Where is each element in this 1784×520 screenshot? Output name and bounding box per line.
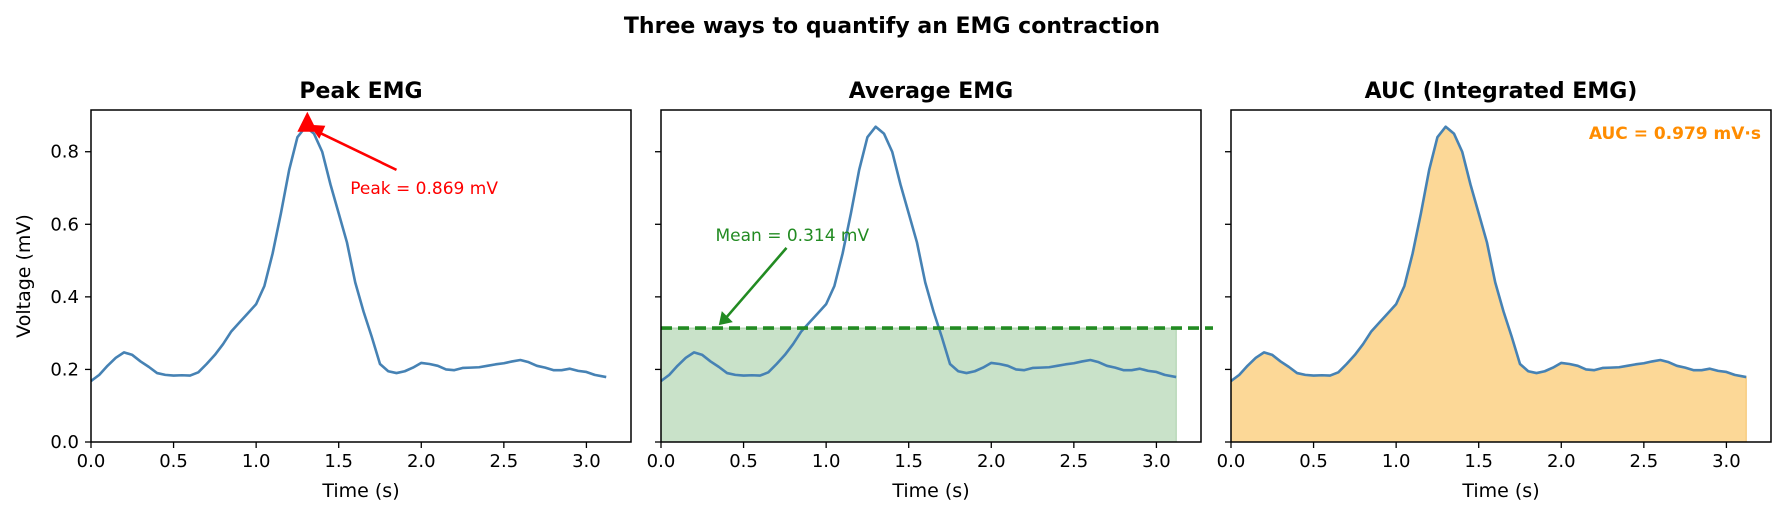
y-axis-label: Voltage (mV)	[13, 214, 35, 338]
panel-title: Average EMG	[849, 79, 1014, 104]
mean-arrow-line	[724, 247, 788, 319]
panel-1: Peak EMG Peak = 0.869 mV 0.0 0.5 1.0 1.5 2.0 2.…	[13, 79, 632, 502]
x-tick-label: 1.0	[1382, 451, 1411, 472]
panel-3: AUC (Integrated EMG) AUC = 0.979 mV·s 0.0 0…	[1217, 79, 1772, 502]
axes-frame	[90, 109, 632, 443]
x-tick-label: 1.5	[1464, 451, 1493, 472]
figure-suptitle: Three ways to quantify an EMG contractio…	[624, 14, 1160, 39]
x-tick-label: 2.5	[1630, 451, 1659, 472]
x-tick-label: 2.0	[407, 451, 436, 472]
x-tick-label: 2.0	[977, 451, 1006, 472]
panel-title: AUC (Integrated EMG)	[1365, 79, 1638, 104]
axes-frame	[660, 109, 1202, 443]
x-tick-label: 0.5	[159, 451, 188, 472]
x-tick-label: 3.0	[572, 451, 601, 472]
x-tick-label: 1.5	[894, 451, 923, 472]
mean-arrowhead	[718, 311, 733, 326]
x-tick-label: 0.0	[647, 451, 676, 472]
x-axis-label: Time (s)	[1461, 480, 1539, 502]
x-tick-label: 3.0	[1142, 451, 1171, 472]
panel-title: Peak EMG	[299, 79, 422, 104]
emg-signal-line	[90, 125, 607, 383]
x-tick-label: 0.5	[729, 451, 758, 472]
x-tick-label: 2.0	[1547, 451, 1576, 472]
mean-annotation: Mean = 0.314 mV	[715, 226, 869, 246]
y-tick-label: 0.4	[50, 287, 79, 308]
mean-area	[660, 327, 1177, 443]
panel-2: Average EMG Mean = 0.314 mV 0.0 0.5 1.0 1.5 2.…	[647, 79, 1213, 502]
x-axis-label: Time (s)	[321, 480, 399, 502]
x-tick-label: 2.5	[1060, 451, 1089, 472]
y-tick-label: 0.8	[50, 142, 79, 163]
peak-arrow-line	[314, 129, 398, 172]
x-tick-label: 0.0	[1217, 451, 1246, 472]
x-tick-label: 0.5	[1299, 451, 1328, 472]
axes-frame	[1230, 109, 1772, 443]
x-tick-label: 1.5	[324, 451, 353, 472]
peak-marker	[297, 111, 318, 132]
auc-annotation: AUC = 0.979 mV·s	[1589, 124, 1761, 144]
x-tick-label: 2.5	[490, 451, 519, 472]
auc-area	[1230, 125, 1747, 443]
y-tick-label: 0.0	[50, 432, 79, 453]
emg-signal-line	[660, 125, 1177, 383]
x-tick-label: 1.0	[812, 451, 841, 472]
emg-signal-line	[1230, 125, 1747, 383]
x-tick-label: 1.0	[242, 451, 271, 472]
peak-annotation: Peak = 0.869 mV	[350, 179, 498, 199]
y-tick-label: 0.6	[50, 214, 79, 235]
x-axis-label: Time (s)	[891, 480, 969, 502]
x-tick-label: 3.0	[1712, 451, 1741, 472]
y-tick-label: 0.2	[50, 359, 79, 380]
x-tick-label: 0.0	[77, 451, 106, 472]
